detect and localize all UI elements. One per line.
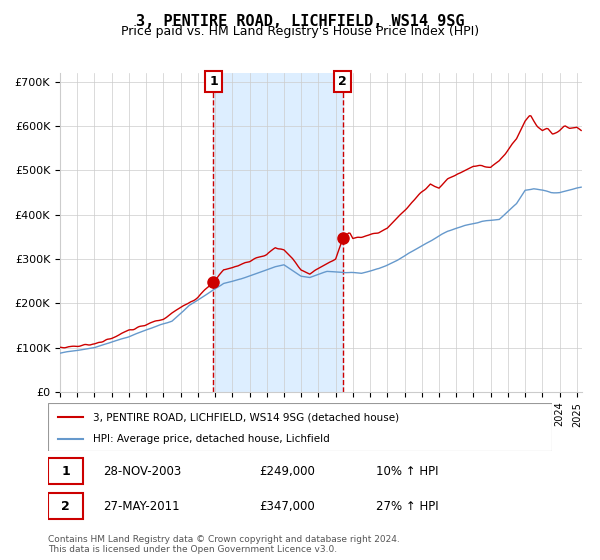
Bar bbox=[214, 73, 343, 392]
Text: £249,000: £249,000 bbox=[260, 465, 316, 478]
FancyBboxPatch shape bbox=[48, 493, 83, 520]
Text: 10% ↑ HPI: 10% ↑ HPI bbox=[376, 465, 438, 478]
Text: 28-NOV-2003: 28-NOV-2003 bbox=[103, 465, 182, 478]
Text: £347,000: £347,000 bbox=[260, 500, 316, 512]
FancyBboxPatch shape bbox=[48, 403, 552, 451]
Text: 3, PENTIRE ROAD, LICHFIELD, WS14 9SG (detached house): 3, PENTIRE ROAD, LICHFIELD, WS14 9SG (de… bbox=[94, 413, 400, 422]
FancyBboxPatch shape bbox=[48, 458, 83, 484]
Text: 2: 2 bbox=[61, 500, 70, 512]
Text: 2: 2 bbox=[338, 75, 347, 88]
Text: 27-MAY-2011: 27-MAY-2011 bbox=[103, 500, 180, 512]
Text: 27% ↑ HPI: 27% ↑ HPI bbox=[376, 500, 438, 512]
Text: 3, PENTIRE ROAD, LICHFIELD, WS14 9SG: 3, PENTIRE ROAD, LICHFIELD, WS14 9SG bbox=[136, 14, 464, 29]
Text: 1: 1 bbox=[61, 465, 70, 478]
Text: Contains HM Land Registry data © Crown copyright and database right 2024.
This d: Contains HM Land Registry data © Crown c… bbox=[48, 535, 400, 554]
Text: Price paid vs. HM Land Registry's House Price Index (HPI): Price paid vs. HM Land Registry's House … bbox=[121, 25, 479, 38]
Text: 1: 1 bbox=[209, 75, 218, 88]
Text: HPI: Average price, detached house, Lichfield: HPI: Average price, detached house, Lich… bbox=[94, 434, 330, 444]
